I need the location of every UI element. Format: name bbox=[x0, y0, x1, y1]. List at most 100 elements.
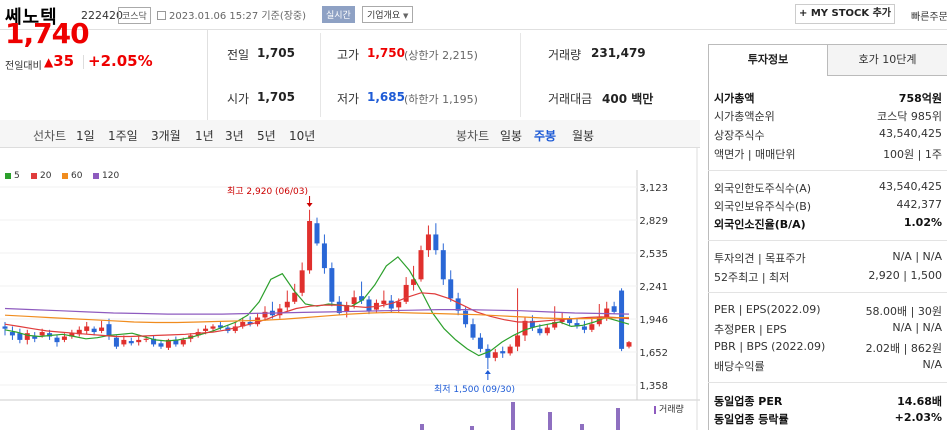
quick-order-link[interactable]: 빠른주문 bbox=[911, 12, 947, 23]
period-5year[interactable]: 5년 bbox=[257, 129, 276, 143]
candle-body bbox=[463, 310, 469, 325]
invest-info-key: 추정PER | EPS bbox=[714, 323, 787, 336]
low-annotation: 최저 1,500 (09/30) bbox=[434, 385, 516, 395]
period-3month[interactable]: 3개월 bbox=[151, 129, 181, 143]
invest-info-row: 배당수익률 N/A bbox=[714, 356, 942, 374]
candle-weekly[interactable]: 주봉 bbox=[534, 129, 557, 143]
upper-limit: (상한가 2,215) bbox=[404, 49, 478, 62]
period-10year[interactable]: 10년 bbox=[289, 129, 316, 143]
candle-body bbox=[180, 339, 186, 345]
candle-body bbox=[32, 336, 38, 339]
invest-info-row: 동일업종 PER 14.68배 bbox=[714, 391, 942, 409]
candle-daily[interactable]: 일봉 bbox=[500, 129, 523, 143]
candle-body bbox=[411, 279, 417, 285]
candle-body bbox=[537, 328, 543, 334]
mystock-add-button[interactable]: + MY STOCK 추가 bbox=[795, 4, 895, 24]
legend-ma60: 60 bbox=[62, 171, 82, 181]
volume-chart-label-text: 거래량 bbox=[659, 405, 684, 415]
divider bbox=[520, 33, 521, 117]
invest-info-value: 43,540,425 bbox=[879, 180, 942, 193]
open-value: 1,705 bbox=[257, 90, 295, 104]
period-1week[interactable]: 1주일 bbox=[108, 129, 138, 143]
invest-info-row: 동일업종 등락률 +2.03% bbox=[714, 409, 942, 427]
candle-body bbox=[492, 352, 498, 358]
low-arrow-head bbox=[484, 370, 491, 374]
candle-body bbox=[418, 250, 424, 280]
candle-body bbox=[17, 333, 23, 340]
invest-info-key: 시가총액순위 bbox=[714, 110, 775, 123]
invest-info-value: N/A | N/A bbox=[892, 250, 942, 263]
invest-info-row: 시가총액순위 코스닥 985위 bbox=[714, 106, 942, 124]
candle-body bbox=[76, 329, 82, 335]
volume-label: 거래량 bbox=[548, 48, 582, 62]
ma120-line bbox=[4, 307, 630, 315]
divider bbox=[83, 55, 84, 69]
price-chart[interactable]: 3,123 2,829 2,535 2,241 1,946 1,652 1,358 bbox=[0, 0, 700, 430]
volume-bar bbox=[548, 412, 552, 430]
candle-body bbox=[567, 318, 573, 324]
candle-body bbox=[203, 328, 209, 331]
section-divider bbox=[708, 170, 947, 171]
candle-body bbox=[292, 292, 298, 302]
candle-body bbox=[247, 321, 253, 325]
price-change-value: 35 bbox=[53, 52, 75, 70]
invest-info-row: 상장주식수 43,540,425 bbox=[714, 125, 942, 143]
volume-value: 231,479 bbox=[591, 46, 646, 60]
tab-orderbook[interactable]: 호가 10단계 bbox=[828, 44, 947, 76]
open-label: 시가 bbox=[227, 92, 250, 106]
candle-body bbox=[99, 327, 105, 331]
prev-close-value: 1,705 bbox=[257, 46, 295, 60]
invest-info-row: 외국인한도주식수(A) 43,540,425 bbox=[714, 178, 942, 196]
invest-info-row: 외국인소진율(B/A) 1.02% bbox=[714, 214, 942, 232]
invest-info-value: +2.03% bbox=[894, 411, 942, 424]
candle-body bbox=[2, 326, 8, 329]
candle-body bbox=[113, 337, 119, 347]
period-1day[interactable]: 1일 bbox=[76, 129, 95, 143]
candle-body bbox=[232, 326, 238, 331]
y-tick-label: 1,946 bbox=[639, 315, 668, 326]
candle-body bbox=[91, 328, 97, 333]
candle-body bbox=[210, 326, 216, 329]
candle-body bbox=[277, 308, 283, 316]
invest-info-panel bbox=[708, 44, 947, 430]
market-badge: 코스닥 bbox=[118, 7, 151, 24]
invest-info-value: 442,377 bbox=[896, 198, 943, 211]
tab-invest-info[interactable]: 투자정보 bbox=[708, 44, 828, 76]
high-arrow-head bbox=[306, 203, 313, 207]
y-tick-label: 3,123 bbox=[639, 183, 668, 194]
candle-body bbox=[106, 324, 112, 336]
stock-header bbox=[0, 0, 947, 30]
ma60-line bbox=[4, 311, 630, 324]
candle-body bbox=[581, 326, 587, 330]
candle-body bbox=[559, 319, 565, 322]
candle-monthly[interactable]: 월봉 bbox=[572, 129, 595, 143]
y-tick-label: 1,652 bbox=[639, 348, 668, 359]
candle-body bbox=[388, 300, 394, 309]
realtime-badge[interactable]: 실시간 bbox=[322, 6, 355, 23]
price-change: ▲35 bbox=[44, 52, 74, 70]
y-tick-label: 2,241 bbox=[639, 282, 668, 293]
candle-body bbox=[69, 333, 75, 337]
candle-body bbox=[54, 337, 60, 343]
candle-body bbox=[626, 342, 632, 347]
period-selector: 선차트 1일 1주일 3개월 1년 3년 5년 10년 봉차트 일봉 주봉 월봉 bbox=[0, 120, 700, 148]
candle-body bbox=[151, 338, 157, 345]
candle-body bbox=[425, 234, 431, 251]
period-1year[interactable]: 1년 bbox=[195, 129, 214, 143]
period-3year[interactable]: 3년 bbox=[225, 129, 244, 143]
candle-body bbox=[217, 325, 223, 328]
candle-body bbox=[299, 270, 305, 293]
invest-info-key: 상장주식수 bbox=[714, 129, 765, 142]
candle-body bbox=[121, 339, 127, 345]
invest-info-key: 배당수익률 bbox=[714, 360, 765, 373]
candle-body bbox=[589, 324, 595, 330]
company-info-dropdown[interactable]: 기업개요 ▼ bbox=[362, 6, 414, 23]
candle-body bbox=[485, 348, 491, 358]
section-divider bbox=[708, 292, 947, 293]
invest-info-row: 투자의견 | 목표주가 N/A | N/A bbox=[714, 248, 942, 266]
candle-body bbox=[321, 243, 327, 269]
invest-info-value: 2.02배 | 862원 bbox=[865, 342, 942, 355]
volume-bar bbox=[580, 424, 584, 430]
low-value: 1,685 bbox=[367, 90, 405, 104]
candle-body bbox=[24, 333, 30, 340]
